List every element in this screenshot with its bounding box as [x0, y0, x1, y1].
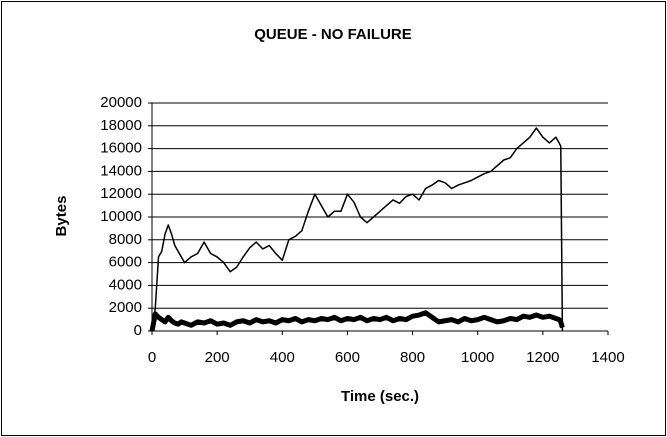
- x-tick-label: 1200: [526, 349, 559, 366]
- y-tick-label: 16000: [100, 140, 142, 157]
- x-tick-label: 200: [205, 349, 230, 366]
- y-tick-label: 20000: [100, 94, 142, 111]
- chart-title: QUEUE - NO FAILURE: [254, 26, 412, 43]
- y-tick-label: 12000: [100, 185, 142, 202]
- x-tick-label: 1000: [461, 349, 494, 366]
- series-line: [149, 310, 565, 332]
- y-tick-label: 18000: [100, 117, 142, 134]
- x-tick-label: 1400: [591, 349, 624, 366]
- y-tick-label: 2000: [109, 299, 142, 316]
- y-tick-label: 0: [134, 322, 142, 339]
- series-line: [151, 127, 564, 332]
- y-tick-label: 14000: [100, 162, 142, 179]
- x-tick-label: 400: [270, 349, 295, 366]
- y-axis-label: Bytes: [53, 196, 70, 237]
- y-tick-label: 8000: [109, 231, 142, 248]
- x-tick-label: 600: [335, 349, 360, 366]
- y-tick-label: 4000: [109, 276, 142, 293]
- y-tick-label: 10000: [100, 208, 142, 225]
- y-tick-label: 6000: [109, 254, 142, 271]
- x-tick-label: 800: [400, 349, 425, 366]
- x-tick-label: 0: [148, 349, 156, 366]
- x-axis-label: Time (sec.): [341, 388, 419, 405]
